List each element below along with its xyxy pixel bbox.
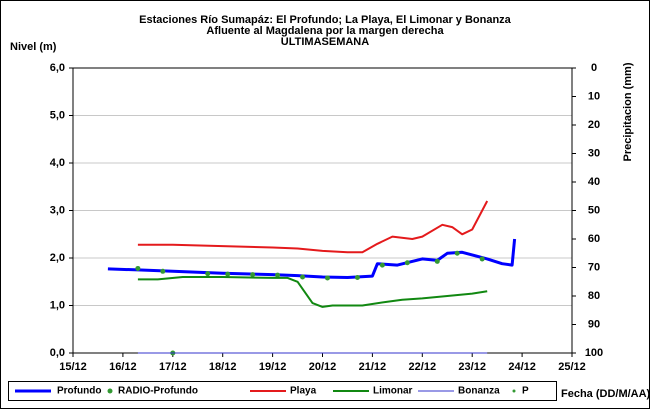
- y2-tick-label: 60: [588, 233, 600, 245]
- y-tick-label: 4,0: [50, 157, 65, 169]
- legend-label: RADIO-Profundo: [118, 386, 198, 397]
- data-point: [479, 256, 485, 262]
- y2-tick-label: 0: [591, 62, 597, 74]
- y2-tick-label: 50: [588, 204, 600, 216]
- legend-marker: [512, 389, 516, 393]
- x-tick-label: 19/12: [259, 361, 287, 373]
- data-point: [205, 271, 211, 277]
- data-point: [300, 274, 306, 280]
- x-tick-label: 22/12: [409, 361, 437, 373]
- data-point: [354, 274, 360, 280]
- chart-subtitle: ULTIMASEMANA: [281, 36, 369, 48]
- y2-tick-label: 100: [585, 347, 603, 359]
- y2-tick-label: 30: [588, 147, 600, 159]
- y-tick-label: 2,0: [50, 252, 65, 264]
- x-tick-label: 24/12: [508, 361, 536, 373]
- chart-subtitle: Afluente al Magdalena por la margen dere…: [206, 25, 444, 37]
- data-point: [434, 258, 440, 264]
- y2-tick-label: 80: [588, 290, 600, 302]
- data-point: [275, 272, 281, 278]
- legend-label: Limonar: [373, 386, 413, 397]
- y2-tick-label: 40: [588, 176, 600, 188]
- x-tick-label: 18/12: [209, 361, 237, 373]
- x-tick-label: 15/12: [59, 361, 87, 373]
- y2-axis-label: Precipitacion (mm): [622, 62, 634, 161]
- chart-title: Estaciones Río Sumapáz: El Profundo; La …: [139, 14, 512, 26]
- series-line: [137, 276, 488, 308]
- data-point: [160, 268, 166, 274]
- legend-box: [8, 381, 557, 401]
- y-tick-label: 3,0: [50, 204, 65, 216]
- x-tick-label: 23/12: [458, 361, 486, 373]
- x-tick-label: 17/12: [159, 361, 187, 373]
- y-tick-label: 6,0: [50, 62, 65, 74]
- legend-label: Profundo: [57, 386, 101, 397]
- y2-tick-label: 70: [588, 261, 600, 273]
- y-tick-label: 1,0: [50, 299, 65, 311]
- y2-tick-label: 10: [588, 90, 600, 102]
- x-tick-label: 16/12: [109, 361, 137, 373]
- y-tick-label: 5,0: [50, 109, 65, 121]
- legend-label: Bonanza: [458, 386, 500, 397]
- series-line: [137, 200, 489, 254]
- x-tick-label: 21/12: [359, 361, 387, 373]
- data-point: [454, 250, 460, 256]
- legend-label: P: [522, 386, 529, 397]
- y2-tick-label: 20: [588, 119, 600, 131]
- y2-tick-label: 90: [588, 318, 600, 330]
- data-point: [135, 265, 141, 271]
- legend-label: Playa: [290, 386, 317, 397]
- x-axis-label: Fecha (DD/M/AA): [561, 388, 650, 400]
- data-point: [324, 275, 330, 281]
- y-tick-label: 0,0: [50, 347, 65, 359]
- x-tick-label: 20/12: [309, 361, 337, 373]
- x-tick-label: 25/12: [558, 361, 586, 373]
- series-line: [107, 238, 517, 279]
- data-point: [404, 260, 410, 266]
- y-axis-label: Nivel (m): [10, 41, 57, 53]
- legend-marker: [107, 388, 113, 394]
- data-point: [225, 271, 231, 277]
- data-point: [250, 272, 256, 278]
- data-point: [379, 262, 385, 268]
